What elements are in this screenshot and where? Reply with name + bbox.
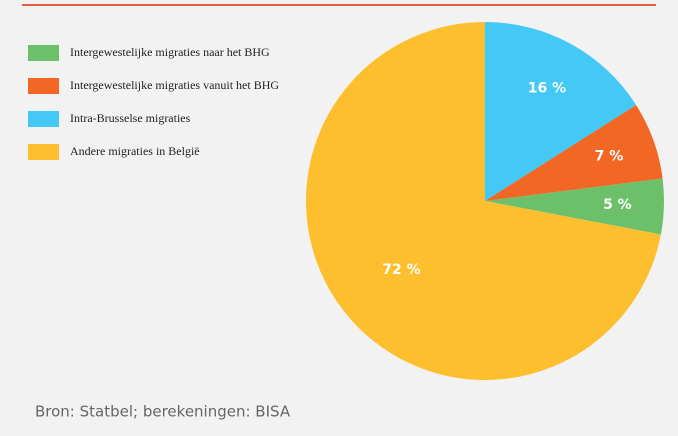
legend-swatch xyxy=(28,78,59,94)
legend-label: Intergewestelijke migraties vanuit het B… xyxy=(70,78,279,92)
pie-slice xyxy=(485,22,637,201)
pie-slice xyxy=(485,178,664,235)
pie-slice xyxy=(305,22,661,380)
slice-label: 7 % xyxy=(595,148,624,164)
slice-label: 72 % xyxy=(382,262,420,278)
legend-label: Andere migraties in België xyxy=(70,144,200,158)
legend-swatch xyxy=(28,144,59,160)
source: Bron: Statbel; berekeningen: BISA xyxy=(35,403,291,421)
legend-swatch xyxy=(28,45,59,61)
legend-label: Intra-Brusselse migraties xyxy=(70,111,191,125)
slice-label: 16 % xyxy=(528,80,566,96)
pie-slice xyxy=(485,105,663,201)
slice-label: 5 % xyxy=(603,197,632,213)
legend-swatch xyxy=(28,111,59,127)
legend-label: Intergewestelijke migraties naar het BHG xyxy=(70,45,270,59)
